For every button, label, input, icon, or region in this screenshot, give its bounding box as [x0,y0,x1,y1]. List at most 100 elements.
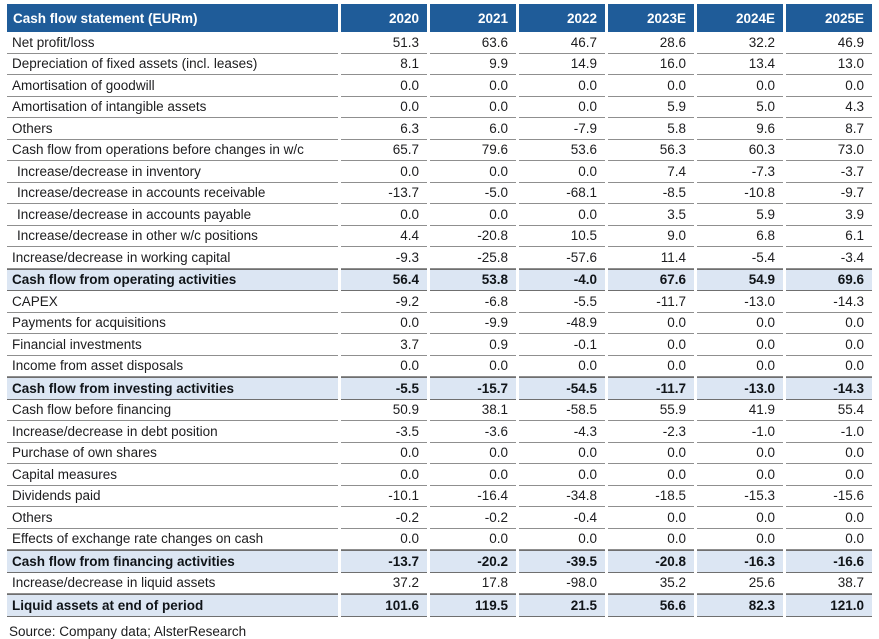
value-cell: 53.6 [519,139,605,161]
value-cell: -14.3 [786,377,872,400]
table-row: Financial investments 3.7 0.9 -0.1 0.0 0.0 0.0 [7,334,872,356]
value-cell: 0.0 [608,312,694,334]
value-cell: -5.4 [697,247,783,269]
year-header: 2023E [608,4,694,32]
value-cell: -6.8 [430,291,516,313]
value-cell: -9.9 [430,312,516,334]
value-cell: -9.2 [341,291,427,313]
value-cell: 0.0 [519,464,605,486]
year-header: 2024E [697,4,783,32]
value-cell: 0.0 [519,161,605,183]
value-cell: -13.0 [697,377,783,400]
value-cell: 0.0 [697,528,783,550]
value-cell: 0.0 [697,312,783,334]
value-cell: 0.0 [519,442,605,464]
value-cell: 0.0 [341,528,427,550]
value-cell: -10.1 [341,485,427,507]
row-label: Financial investments [7,334,338,356]
value-cell: 0.0 [519,355,605,377]
row-label: Others [7,507,338,529]
row-label: Net profit/loss [7,32,338,54]
row-label: Income from asset disposals [7,355,338,377]
value-cell: -4.0 [519,268,605,291]
value-cell: -0.2 [341,507,427,529]
value-cell: 6.8 [697,225,783,247]
header-row: Cash flow statement (EURm) 2020 2021 2022 2… [7,4,872,32]
total-row: Cash flow from financing activities -13.7… [7,550,872,573]
value-cell: -16.4 [430,485,516,507]
value-cell: 0.0 [697,355,783,377]
value-cell: 53.8 [430,268,516,291]
value-cell: -20.8 [430,225,516,247]
value-cell: 79.6 [430,139,516,161]
value-cell: 51.3 [341,32,427,54]
value-cell: 63.6 [430,32,516,54]
value-cell: -3.5 [341,421,427,443]
row-label: Effects of exchange rate changes on cash [7,528,338,550]
value-cell: -20.8 [608,550,694,573]
value-cell: 8.7 [786,118,872,140]
value-cell: 0.0 [519,204,605,226]
value-cell: 10.5 [519,225,605,247]
value-cell: 7.4 [608,161,694,183]
value-cell: -1.0 [786,421,872,443]
value-cell: 0.0 [341,464,427,486]
value-cell: 0.0 [430,96,516,118]
value-cell: -1.0 [697,421,783,443]
value-cell: 0.0 [697,507,783,529]
value-cell: 21.5 [519,594,605,617]
value-cell: 3.5 [608,204,694,226]
value-cell: 5.8 [608,118,694,140]
value-cell: 0.0 [430,442,516,464]
row-label: Capital measures [7,464,338,486]
value-cell: 0.0 [608,507,694,529]
value-cell: 0.0 [697,334,783,356]
value-cell: 0.0 [786,528,872,550]
value-cell: 11.4 [608,247,694,269]
value-cell: 0.0 [786,334,872,356]
table-row: Increase/decrease in other w/c positions… [7,225,872,247]
value-cell: 0.0 [341,161,427,183]
value-cell: 0.0 [786,75,872,97]
value-cell: 5.9 [608,96,694,118]
value-cell: 55.9 [608,399,694,421]
value-cell: 0.0 [341,204,427,226]
value-cell: 65.7 [341,139,427,161]
value-cell: -9.7 [786,182,872,204]
value-cell: -3.6 [430,421,516,443]
value-cell: 41.9 [697,399,783,421]
value-cell: -15.6 [786,485,872,507]
value-cell: 0.0 [786,507,872,529]
table-row: Others 6.3 6.0 -7.9 5.8 9.6 8.7 [7,118,872,140]
value-cell: -58.5 [519,399,605,421]
row-label: Increase/decrease in debt position [7,421,338,443]
row-label: Amortisation of goodwill [7,75,338,97]
value-cell: -7.9 [519,118,605,140]
year-header: 2022 [519,4,605,32]
value-cell: 0.0 [608,75,694,97]
row-label: Payments for acquisitions [7,312,338,334]
value-cell: -7.3 [697,161,783,183]
source-note: Source: Company data; AlsterResearch [9,623,247,639]
value-cell: 0.0 [786,464,872,486]
cash-flow-statement-table: Cash flow statement (EURm) 2020 2021 2022 2… [4,4,875,617]
value-cell: 0.0 [608,355,694,377]
value-cell: -16.6 [786,550,872,573]
value-cell: 0.0 [697,464,783,486]
row-label: Others [7,118,338,140]
value-cell: 55.4 [786,399,872,421]
row-label: Cash flow before financing [7,399,338,421]
value-cell: 69.6 [786,268,872,291]
value-cell: -0.4 [519,507,605,529]
table-row: Increase/decrease in debt position -3.5 -3… [7,421,872,443]
row-label: Cash flow from operations before changes… [7,139,338,161]
value-cell: 50.9 [341,399,427,421]
table-row: Increase/decrease in liquid assets 37.2 17… [7,572,872,594]
value-cell: 8.1 [341,53,427,75]
table-row: Increase/decrease in inventory 0.0 0.0 0.0 7… [7,161,872,183]
value-cell: 0.0 [519,528,605,550]
value-cell: 46.9 [786,32,872,54]
table-row: Amortisation of intangible assets 0.0 0.0 0… [7,96,872,118]
table-row: Increase/decrease in working capital -9.3… [7,247,872,269]
